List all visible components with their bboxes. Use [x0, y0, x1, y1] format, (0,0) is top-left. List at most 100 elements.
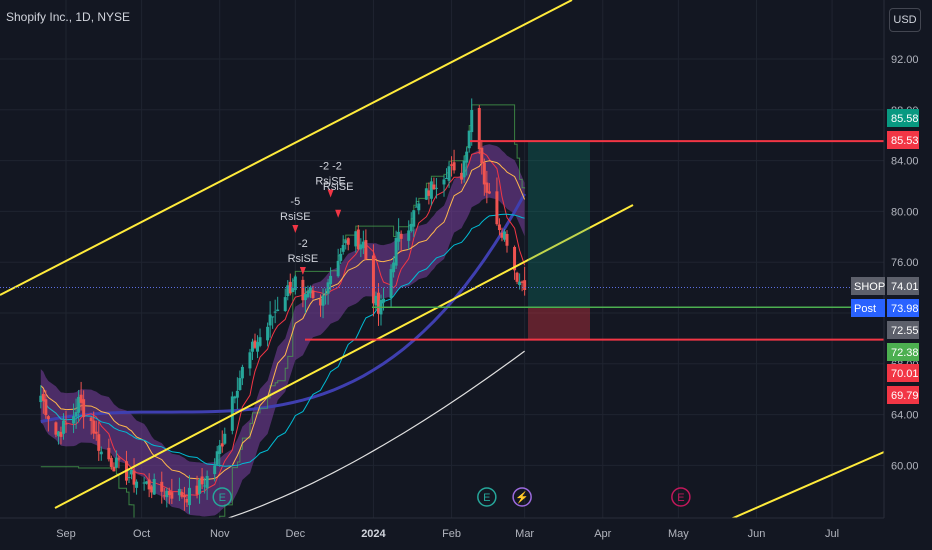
candle-body [39, 395, 43, 403]
candle [127, 468, 131, 484]
candle-body [346, 238, 350, 245]
candle [306, 285, 310, 299]
candle-body [97, 434, 101, 451]
candle [230, 391, 234, 435]
candle [253, 333, 257, 350]
candle-body [215, 451, 219, 465]
candle-body [505, 233, 509, 246]
price-badge-value: 73.98 [891, 303, 919, 315]
candle [205, 470, 209, 500]
candle [135, 479, 139, 495]
candle-body [59, 431, 63, 437]
candle [500, 227, 504, 242]
candle [271, 316, 275, 329]
candle-body [276, 309, 280, 312]
candle [319, 294, 323, 317]
earnings-marker: E [212, 487, 232, 507]
candle-body [147, 479, 151, 490]
price-badge-value: 85.53 [891, 135, 919, 147]
candle [233, 395, 237, 404]
candle-body [268, 314, 272, 326]
candle-body [460, 172, 464, 180]
candle [442, 175, 446, 197]
candle [505, 230, 509, 253]
annotation-sublabel: RsiSE [315, 175, 346, 187]
candle [308, 285, 312, 298]
candle-body [359, 244, 363, 250]
candle [273, 299, 277, 324]
candle [198, 478, 202, 504]
candle-body [218, 445, 222, 455]
candle-body [344, 240, 348, 244]
sell-arrow-icon [335, 209, 342, 218]
candle [462, 155, 466, 183]
candle [321, 288, 325, 319]
candle [361, 230, 365, 255]
ma-200-line [40, 193, 526, 424]
candle-body [329, 275, 333, 285]
price-badge-value: 70.01 [891, 368, 919, 380]
candle [518, 273, 522, 290]
candle [394, 230, 398, 269]
time-tick-label: Dec [286, 528, 306, 540]
annotation-label: -5 [290, 196, 300, 208]
candle [344, 238, 348, 250]
candle [301, 276, 305, 308]
candle [324, 288, 328, 305]
candle [74, 398, 78, 429]
candle-body [82, 399, 86, 418]
candle-body [94, 431, 98, 434]
candle [432, 177, 436, 190]
price-badge-box [887, 364, 919, 382]
candle [213, 458, 217, 482]
candle [46, 415, 50, 432]
time-tick-label: Mar [515, 528, 534, 540]
candle [44, 390, 48, 419]
candle-body [409, 223, 413, 232]
candle-body [374, 295, 378, 306]
price-badge-value: 74.01 [891, 281, 919, 293]
candle [72, 403, 76, 434]
candle [427, 182, 431, 205]
time-tick-label: Nov [210, 528, 230, 540]
earnings-marker: ⚡ [512, 487, 532, 507]
earnings-marker-icon [671, 487, 691, 507]
candle [79, 381, 83, 411]
target-zone [528, 140, 590, 307]
candle-body [44, 399, 48, 416]
price-badge-box [887, 299, 919, 317]
candle-body [447, 166, 451, 181]
candle-body [79, 394, 83, 403]
candle [200, 467, 204, 489]
earnings-marker-icon [212, 487, 232, 507]
candle-body [77, 396, 81, 413]
candle [162, 487, 166, 500]
price-badge-label: SHOP [854, 281, 885, 293]
candle-body [150, 486, 154, 493]
candle [303, 286, 307, 314]
price-badge-value: 85.58 [891, 113, 919, 125]
candle-body [364, 240, 368, 260]
candle-body [132, 470, 136, 485]
candle [452, 149, 456, 174]
price-tick-label: 84.00 [891, 156, 919, 168]
candle [218, 439, 222, 467]
candle-body [303, 294, 307, 301]
channel-lower-line [54, 204, 634, 509]
candle-body [145, 481, 149, 484]
currency-button[interactable]: USD [889, 8, 921, 32]
candle-body [99, 451, 103, 455]
candle [61, 413, 65, 440]
candle-body [339, 253, 343, 261]
candle [445, 168, 449, 180]
time-tick-label: Jul [825, 528, 839, 540]
candle [467, 130, 471, 153]
candle [182, 486, 186, 511]
candle-body [107, 447, 111, 460]
sell-arrow-icon [327, 189, 334, 198]
candle [117, 455, 121, 469]
earnings-marker-letter: E [219, 492, 226, 504]
candle-body [258, 337, 262, 346]
candle-body [485, 182, 489, 193]
